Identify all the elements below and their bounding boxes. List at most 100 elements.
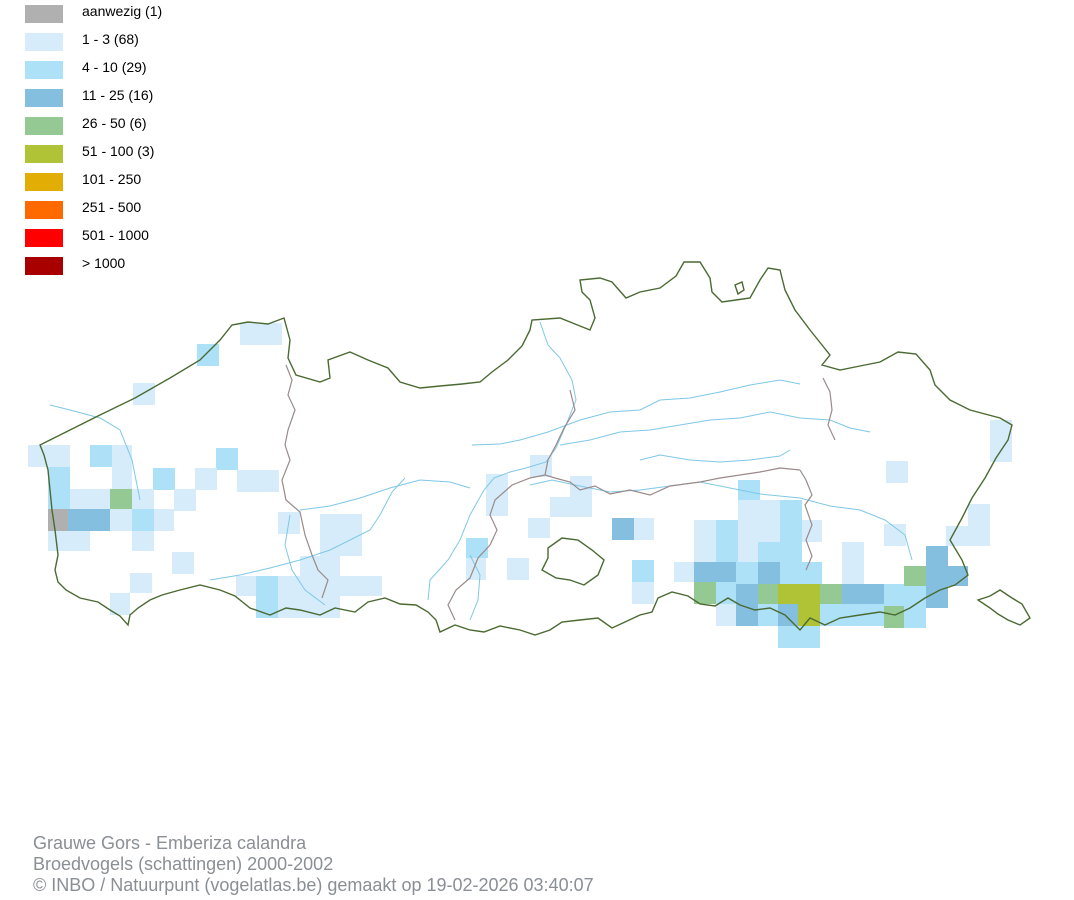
legend-label: 101 - 250 — [82, 171, 142, 187]
grid-cell — [758, 542, 802, 562]
province-boundary — [544, 389, 801, 496]
grid-cell — [968, 504, 990, 526]
grid-cell — [758, 604, 778, 626]
province-boundary — [822, 377, 836, 441]
grid-cell — [780, 500, 802, 520]
legend-item-4-10: 4 - 10 (29) — [25, 58, 225, 86]
grid-cell — [778, 604, 798, 626]
grid-cell — [110, 593, 130, 615]
grid-cell — [153, 468, 175, 490]
river — [559, 411, 871, 446]
river — [427, 321, 577, 601]
grid-cell — [570, 476, 592, 498]
legend-item-251-500: 251 - 500 — [25, 198, 225, 226]
grid-cell — [884, 606, 904, 628]
grid-cell — [842, 542, 864, 562]
legend-label: 4 - 10 (29) — [82, 59, 147, 75]
grid-cell — [904, 584, 926, 606]
legend-item-aanwezig: aanwezig (1) — [25, 2, 225, 30]
grid-cell — [48, 445, 70, 467]
grid-cell — [486, 474, 508, 496]
grid-cell — [634, 518, 654, 540]
enclave-border — [541, 537, 605, 586]
grid-cell — [528, 518, 550, 538]
grid-cell — [758, 584, 778, 606]
river — [49, 404, 141, 501]
outer-border — [39, 261, 1013, 636]
grid-cell — [154, 509, 174, 531]
legend-swatch — [25, 5, 63, 23]
grid-cell — [48, 509, 68, 531]
grid-cell — [884, 584, 904, 606]
grid-cell — [236, 576, 256, 596]
legend-label: 51 - 100 (3) — [82, 143, 155, 159]
grid-cell — [70, 489, 110, 509]
grid-cell — [926, 586, 948, 608]
grid-cell — [716, 520, 738, 562]
river — [471, 379, 801, 446]
grid-cell — [738, 480, 760, 500]
grid-cell — [300, 556, 340, 576]
grid-cell — [110, 489, 132, 509]
grid-cell — [758, 562, 780, 584]
grid-cell — [736, 562, 758, 584]
legend-item-1-3: 1 - 3 (68) — [25, 30, 225, 58]
grid-cells — [28, 323, 1012, 648]
legend-label: > 1000 — [82, 255, 126, 271]
grid-cell — [132, 489, 154, 509]
grid-cell — [736, 584, 758, 606]
legend-item-gt-1000: > 1000 — [25, 254, 225, 282]
grid-cell — [172, 552, 194, 574]
voeren-border — [976, 589, 1031, 626]
grid-cell — [110, 509, 132, 531]
grid-cell — [237, 470, 279, 492]
grid-cell — [904, 566, 926, 586]
grid-cell — [550, 497, 592, 517]
river — [284, 514, 326, 606]
grid-cell — [886, 461, 908, 483]
map-footer: Grauwe Gors - Emberiza calandra Broedvog… — [33, 833, 594, 896]
legend-label: 251 - 500 — [82, 199, 142, 215]
footer-credits: © INBO / Natuurpunt (vogelatlas.be) gema… — [33, 875, 594, 895]
grid-cell — [632, 560, 654, 582]
grid-cell — [48, 467, 70, 489]
legend-item-11-25: 11 - 25 (16) — [25, 86, 225, 114]
grid-cell — [48, 489, 70, 509]
grid-cell — [926, 546, 948, 566]
legend-label: 26 - 50 (6) — [82, 115, 147, 131]
grid-cell — [926, 566, 948, 586]
legend-swatch — [25, 173, 63, 191]
legend-label: 11 - 25 (16) — [82, 87, 154, 103]
legend-item-51-100: 51 - 100 (3) — [25, 142, 225, 170]
grid-cell — [130, 573, 152, 593]
grid-cell — [990, 420, 1012, 462]
legend-swatch — [25, 89, 63, 107]
grid-cell — [612, 518, 634, 540]
grid-cell — [884, 524, 906, 546]
footer-species: Grauwe Gors - Emberiza calandra — [33, 833, 307, 853]
grid-cell — [780, 562, 822, 584]
grid-cell — [738, 520, 780, 542]
legend-swatch — [25, 33, 63, 51]
grid-cell — [466, 558, 486, 580]
river — [299, 479, 471, 511]
grid-cell — [28, 445, 48, 467]
legend-swatch — [25, 201, 63, 219]
grid-cell — [820, 604, 842, 626]
legend: aanwezig (1) 1 - 3 (68) 4 - 10 (29) 11 -… — [25, 2, 225, 282]
river — [209, 477, 406, 581]
grid-cell — [278, 576, 382, 596]
grid-cell — [946, 526, 968, 546]
grid-cell — [738, 542, 758, 562]
grid-cell — [694, 582, 716, 604]
grid-cell — [197, 344, 219, 366]
province-boundary — [799, 469, 813, 571]
grid-cell — [694, 562, 736, 582]
grid-cell — [507, 558, 529, 580]
legend-label: aanwezig (1) — [82, 3, 163, 19]
grid-cell — [780, 520, 802, 542]
grid-cell — [240, 323, 282, 345]
grid-cell — [716, 582, 736, 604]
